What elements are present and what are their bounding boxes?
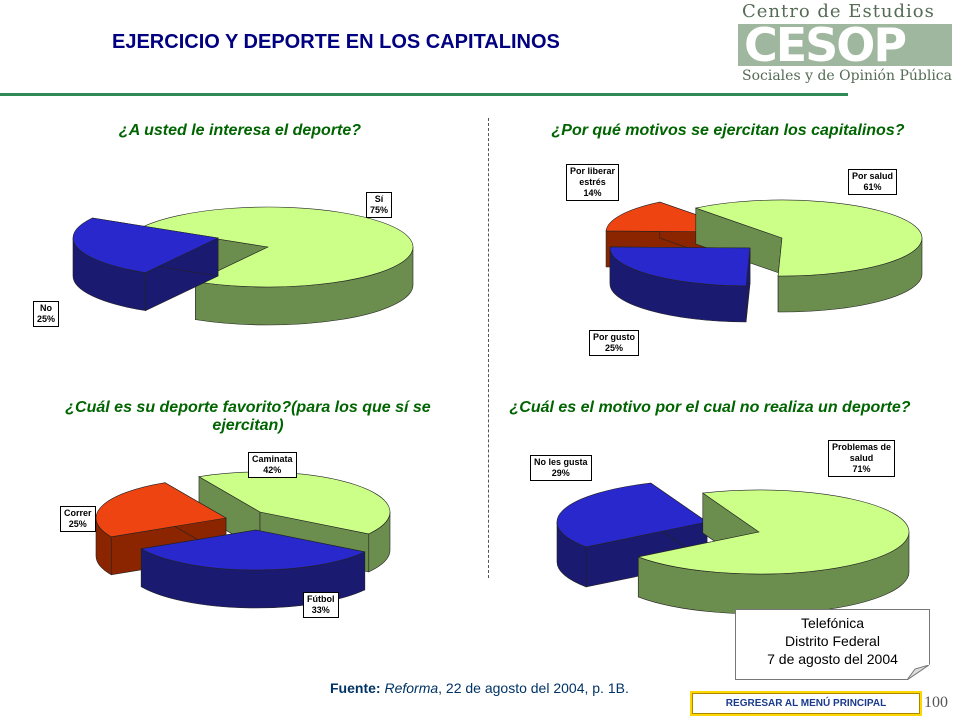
chart-2-title: ¿Por qué motivos se ejercitan los capita… [551,122,905,139]
cesop-logo: Centro de Estudios CESOP Sociales y de O… [738,0,960,92]
logo-letters: CESOP [744,18,907,72]
logo-line-bottom: Sociales y de Opinión Pública [742,68,952,84]
chart-3-slice-futbol-top [140,529,366,571]
chart-2-slice-por-gusto-top [609,246,751,287]
pie-chart-1 [72,206,414,326]
source-details: , 22 de agosto del 2004, p. 1B. [438,680,629,696]
chart-4-slice-no-les-gusta-top [556,482,708,548]
note-line-1: Telefónica [800,615,865,631]
chart-3-label-caminata: Caminata 42% [248,452,297,478]
chart-1-slice-si-top [141,206,414,288]
source-citation: Fuente: Reforma, 22 de agosto del 2004, … [330,680,629,696]
note-line-2: Distrito Federal [785,633,880,649]
chart-3-slice-correr-top [95,482,227,538]
chart-1-label-si: Sí 75% [366,192,393,218]
chart-2-label-gusto: Por gusto 25% [589,330,639,356]
note-fold-corner [907,665,929,680]
back-to-main-menu-button[interactable]: REGRESAR AL MENÚ PRINCIPAL [690,691,922,716]
chart-1-title: ¿A usted le interesa el deporte? [118,122,362,139]
source-publication: Reforma [384,680,439,696]
chart-2-slice-por-gusto [609,246,751,323]
chart-1-slice-no [72,217,219,312]
chart-1-slice-no-top [72,217,219,273]
chart-3-label-futbol: Fútbol 33% [303,592,339,618]
chart-4-title: ¿Cuál es el motivo por el cual no realiz… [509,399,911,416]
chart-2-slice-por-salud-top [694,199,923,277]
chart-2-label-estres: Por liberar estrés 14% [566,164,620,201]
note-line-3: 7 de agosto del 2004 [767,651,898,667]
logo-line-top: Centro de Estudios [742,1,935,22]
pie-chart-2 [605,199,923,323]
survey-note: Telefónica Distrito Federal 7 de agosto … [735,609,930,680]
chart-4-label-nogusta: No les gusta 29% [530,455,592,481]
chart-2-slice-por-salud [694,199,923,313]
pie-chart-4 [556,482,910,615]
chart-3-label-correr: Correr 25% [60,506,96,532]
chart-4-slice-problemas-de-salud [637,489,910,615]
chart-3-slice-caminata-top [198,471,391,535]
back-button-label: REGRESAR AL MENÚ PRINCIPAL [692,693,920,714]
page-title: EJERCICIO Y DEPORTE EN LOS CAPITALINOS [112,31,560,53]
source-label: Fuente: [330,680,381,696]
chart-1-label-no: No 25% [33,301,60,327]
chart-4-slice-no-les-gusta [556,482,708,588]
chart-2-label-salud: Por salud 61% [848,169,898,195]
chart-4-slice-problemas-de-salud-top [637,489,910,575]
logo-band [738,24,952,66]
chart-4-label-salud: Problemas de salud 71% [828,440,896,477]
quadrant-divider [488,118,489,578]
chart-3-title: ¿Cuál es su deporte favorito?(para los q… [65,399,431,434]
pie-chart-3 [95,471,391,609]
title-rule [0,93,848,96]
page-number: 100 [924,694,948,711]
